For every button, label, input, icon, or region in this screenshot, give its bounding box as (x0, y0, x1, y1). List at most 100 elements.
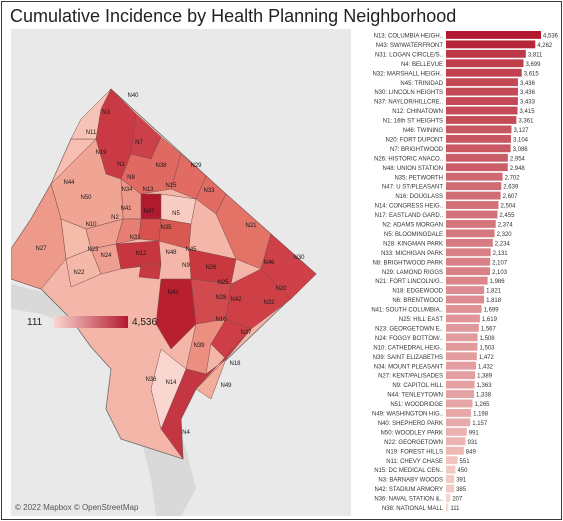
bar[interactable] (446, 229, 495, 238)
bar[interactable] (446, 371, 476, 380)
bar[interactable] (446, 456, 458, 465)
bar[interactable] (446, 201, 499, 209)
bar[interactable] (446, 257, 491, 266)
category-label: N50: WOODLEY PARK (381, 430, 443, 436)
bar[interactable] (446, 191, 501, 200)
value-label: 1,619 (482, 317, 498, 323)
map-neighborhood-label: N47 (143, 209, 155, 215)
value-label: 3,127 (513, 128, 529, 134)
bar[interactable] (446, 220, 496, 228)
bar[interactable] (446, 418, 471, 427)
value-label: 2,954 (510, 156, 526, 162)
region-n49[interactable] (195, 358, 227, 400)
value-label: 1,338 (476, 393, 492, 399)
bar[interactable] (446, 352, 477, 361)
bar[interactable] (446, 276, 488, 285)
category-label: N45: TRINIDAD (400, 81, 443, 87)
category-label: N15: DC MEDICAL CEN.. (374, 468, 443, 474)
bar[interactable] (446, 144, 511, 153)
bar[interactable] (446, 125, 512, 134)
bar[interactable] (446, 446, 464, 455)
bar[interactable] (446, 210, 498, 219)
map-neighborhood-label: N49 (220, 383, 232, 389)
value-label: 385 (456, 487, 467, 493)
bar[interactable] (446, 59, 524, 68)
bar[interactable] (446, 134, 512, 143)
bar[interactable] (446, 475, 455, 483)
bar[interactable] (446, 314, 480, 323)
region-n20-n32[interactable] (225, 268, 292, 330)
bar[interactable] (446, 427, 467, 436)
map-neighborhood-label: N37 (240, 330, 252, 336)
bar[interactable] (446, 182, 502, 191)
bar[interactable] (446, 238, 493, 247)
map-neighborhood-label: N20 (275, 286, 287, 292)
bar[interactable] (446, 465, 456, 474)
category-label: N9: CAPITOL HILL (392, 383, 443, 389)
bar[interactable] (446, 399, 473, 408)
region-n47[interactable] (138, 218, 162, 242)
region-n39[interactable] (185, 318, 227, 375)
value-label: 2,639 (503, 185, 519, 191)
bar[interactable] (446, 484, 455, 493)
category-label: N35: PETWORTH (394, 175, 443, 181)
bar[interactable] (446, 116, 517, 124)
bar[interactable] (446, 153, 508, 162)
map-neighborhood-label: N19 (95, 150, 107, 156)
map-neighborhood-label: N5 (172, 211, 180, 217)
bar[interactable] (446, 49, 526, 58)
region-n12[interactable] (138, 263, 162, 280)
bar[interactable] (446, 106, 518, 115)
category-label: N24: FOGGY BOTTOM/.. (375, 336, 443, 342)
value-label: 2,107 (492, 260, 508, 266)
bar[interactable] (446, 172, 503, 181)
map-neighborhood-label: N32 (263, 300, 275, 306)
legend-min-label: 111 (27, 317, 43, 328)
bar[interactable] (446, 163, 508, 172)
bar-chart-panel: N13: COLUMBIA HEIGH.. 4,536 N43: SW/WATERF… (354, 29, 559, 516)
bar[interactable] (446, 78, 518, 87)
value-label: 2,320 (497, 232, 513, 238)
category-label: N11: CHEVY CHASE (386, 459, 443, 465)
bar[interactable] (446, 31, 541, 39)
map-neighborhood-label: N13 (142, 187, 154, 193)
bar[interactable] (446, 380, 475, 389)
map-neighborhood-label: N50 (80, 195, 92, 201)
value-label: 3,086 (513, 147, 529, 153)
bar[interactable] (446, 323, 479, 332)
map-neighborhood-label: N15 (165, 183, 177, 189)
choropleth-map[interactable]: N40 N11 N19 N44 N7 N1 N38 N29 N33 N34 N13 N15 N10 N50… (11, 29, 351, 516)
category-label: N6: BRENTWOOD (392, 298, 443, 304)
value-label: 1,503 (479, 345, 495, 351)
bar[interactable] (446, 503, 449, 512)
bar[interactable] (446, 286, 485, 294)
map-neighborhood-label: N48 (165, 250, 177, 256)
bar[interactable] (446, 68, 522, 77)
bar[interactable] (446, 361, 476, 370)
category-label: N34: MOUNT PLEASANT (374, 364, 444, 370)
bar[interactable] (446, 295, 485, 304)
value-label: 551 (460, 459, 471, 465)
bar[interactable] (446, 40, 536, 49)
bar[interactable] (446, 342, 478, 351)
bar[interactable] (446, 305, 482, 313)
map-neighborhood-label: N7 (135, 140, 143, 146)
bar[interactable] (446, 248, 491, 257)
map-neighborhood-label: N4 (182, 430, 190, 436)
region-n43[interactable] (155, 278, 197, 350)
bar[interactable] (446, 409, 472, 417)
region-n36[interactable] (150, 348, 187, 430)
bar[interactable] (446, 87, 518, 96)
bar[interactable] (446, 97, 518, 105)
bar[interactable] (446, 437, 466, 446)
region-n11[interactable] (70, 88, 112, 140)
map-neighborhood-label: N14 (165, 380, 177, 386)
value-label: 931 (467, 440, 478, 446)
region-n15[interactable] (160, 193, 197, 225)
bar[interactable] (446, 333, 478, 342)
value-label: 1,198 (473, 412, 489, 418)
region-n13[interactable] (140, 193, 162, 220)
bar[interactable] (446, 494, 451, 502)
bar[interactable] (446, 390, 475, 398)
bar[interactable] (446, 267, 491, 276)
